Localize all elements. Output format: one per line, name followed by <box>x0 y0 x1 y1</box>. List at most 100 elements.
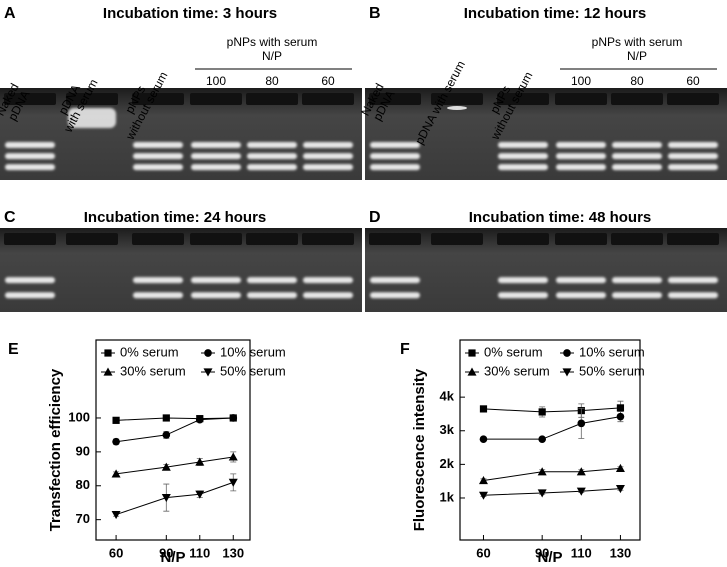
np-label: 80 <box>630 74 644 88</box>
x-tick-label: 130 <box>610 545 632 560</box>
legend-label: 0% serum <box>484 344 543 359</box>
x-tick-label: 60 <box>109 545 123 560</box>
plot-frame <box>95 339 251 541</box>
np-label: 60 <box>321 74 335 88</box>
gel-band <box>668 164 718 171</box>
series-line <box>483 488 621 496</box>
series-line <box>115 481 234 516</box>
gel-well <box>369 233 421 245</box>
gel-band <box>5 292 55 299</box>
gel-well <box>190 233 242 245</box>
gel-well <box>555 233 607 245</box>
x-tick-label: 90 <box>159 545 173 560</box>
marker <box>229 414 238 422</box>
gel-band <box>668 142 718 149</box>
gel-band <box>5 164 55 171</box>
marker <box>478 491 488 500</box>
gel-band <box>133 142 183 149</box>
gel-well <box>611 93 663 105</box>
gel-band <box>5 153 55 160</box>
panel-letter: E <box>8 341 19 358</box>
marker <box>615 463 625 473</box>
np-label: 100 <box>571 74 591 88</box>
gel-band <box>370 153 420 160</box>
series-line <box>116 417 234 421</box>
x-tick-label: 110 <box>189 545 210 560</box>
marker <box>195 457 205 466</box>
gel-band <box>191 153 241 160</box>
legend-label: 50% serum <box>220 363 286 378</box>
gel-band <box>133 164 183 171</box>
gel-well <box>667 233 719 245</box>
legend-label: 10% serum <box>220 344 286 359</box>
panel-title: Incubation time: 12 hours <box>464 5 647 22</box>
marker <box>576 467 586 476</box>
x-axis-label: N/P <box>160 549 185 566</box>
gel-well <box>431 93 483 105</box>
series-line <box>483 467 621 481</box>
marker <box>577 419 586 428</box>
gel-well <box>497 93 549 105</box>
group-label: N/P <box>627 49 647 63</box>
gel-band <box>370 277 420 284</box>
panel-letter: B <box>369 5 381 22</box>
gel-band <box>612 153 662 160</box>
gel-band <box>498 164 548 171</box>
gel-band <box>370 164 420 171</box>
gel-well <box>4 233 56 245</box>
legend-marker <box>562 368 572 377</box>
x-tick-label: 130 <box>222 545 244 560</box>
gel-well <box>66 233 118 245</box>
marker <box>112 437 120 446</box>
y-tick-label: 2k <box>440 456 455 471</box>
gel-smear <box>68 108 116 128</box>
x-axis-label: N/P <box>537 549 562 566</box>
gel-band <box>247 142 297 149</box>
gel-well <box>611 233 663 245</box>
gel-well <box>497 233 549 245</box>
gel-band <box>5 277 55 284</box>
marker <box>538 408 546 416</box>
gel-well <box>4 93 56 105</box>
marker <box>616 404 625 412</box>
gel-well <box>246 93 298 105</box>
gel-band <box>498 153 548 160</box>
gel-band <box>303 164 353 171</box>
gel-band <box>303 153 353 160</box>
marker <box>228 478 238 487</box>
gel-well <box>369 93 421 105</box>
panel-title: Incubation time: 48 hours <box>469 209 652 226</box>
gel-band <box>303 142 353 149</box>
gel-well <box>246 233 298 245</box>
legend-label: 10% serum <box>579 344 645 359</box>
group-label: pNPs with serum <box>592 35 683 49</box>
gel-band <box>612 292 662 299</box>
gel-band <box>133 153 183 160</box>
marker <box>538 435 546 443</box>
series-line <box>116 456 234 475</box>
legend-marker <box>104 349 112 357</box>
gel-band <box>668 277 718 284</box>
marker <box>478 476 488 485</box>
y-tick-label: 80 <box>76 477 90 492</box>
gel-band <box>612 277 662 284</box>
gel-band <box>556 277 606 284</box>
gel-band <box>191 292 241 299</box>
series-line <box>116 417 234 443</box>
gel-well <box>190 93 242 105</box>
gel-band <box>370 142 420 149</box>
marker <box>195 415 204 424</box>
gel-band <box>191 142 241 149</box>
series-line <box>483 416 621 440</box>
gel-band <box>498 277 548 284</box>
gel-band <box>247 292 297 299</box>
legend-marker <box>203 368 213 377</box>
gel-band <box>498 292 548 299</box>
marker <box>111 469 121 478</box>
gel-band <box>191 164 241 171</box>
marker <box>537 489 547 498</box>
gel-band <box>370 292 420 299</box>
gel-band <box>303 277 353 284</box>
gel-band <box>556 142 606 149</box>
